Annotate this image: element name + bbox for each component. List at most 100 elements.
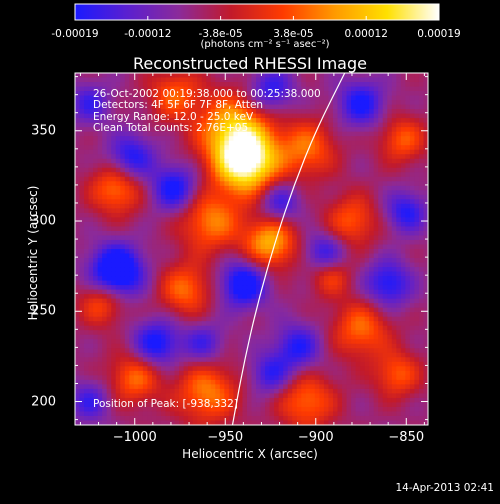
- heatmap-cell: [197, 272, 202, 277]
- heatmap-cell: [301, 132, 306, 137]
- heatmap-cell: [89, 326, 94, 331]
- heatmap-cell: [365, 96, 370, 101]
- heatmap-cell: [170, 339, 175, 344]
- heatmap-cell: [392, 96, 397, 101]
- heatmap-cell: [256, 249, 261, 254]
- heatmap-cell: [143, 303, 148, 308]
- heatmap-cell: [410, 281, 415, 286]
- heatmap-cell: [324, 285, 329, 290]
- heatmap-cell: [356, 299, 361, 304]
- heatmap-cell: [233, 344, 238, 349]
- heatmap-cell: [138, 294, 143, 299]
- heatmap-cell: [125, 141, 130, 146]
- heatmap-cell: [360, 335, 365, 340]
- heatmap-cell: [342, 145, 347, 150]
- heatmap-cell: [252, 154, 257, 159]
- heatmap-cell: [414, 353, 419, 358]
- heatmap-cell: [360, 105, 365, 110]
- heatmap-cell: [410, 181, 415, 186]
- heatmap-cell: [134, 168, 139, 173]
- heatmap-cell: [319, 163, 324, 168]
- heatmap-cell: [161, 303, 166, 308]
- heatmap-cell: [143, 226, 148, 231]
- heatmap-cell: [179, 244, 184, 249]
- heatmap-cell: [175, 190, 180, 195]
- heatmap-cell: [120, 299, 125, 304]
- heatmap-cell: [188, 276, 193, 281]
- heatmap-cell: [242, 258, 247, 263]
- heatmap-cell: [129, 321, 134, 326]
- heatmap-cell: [84, 222, 89, 227]
- heatmap-cell: [256, 263, 261, 268]
- heatmap-cell: [107, 281, 112, 286]
- heatmap-cell: [315, 177, 320, 182]
- heatmap-cell: [378, 263, 383, 268]
- heatmap-cell: [365, 321, 370, 326]
- heatmap-cell: [147, 357, 152, 362]
- heatmap-cell: [125, 78, 130, 83]
- heatmap-cell: [138, 217, 143, 222]
- heatmap-cell: [387, 177, 392, 182]
- heatmap-cell: [383, 109, 388, 114]
- heatmap-cell: [351, 254, 356, 259]
- heatmap-cell: [292, 339, 297, 344]
- heatmap-cell: [179, 168, 184, 173]
- heatmap-cell: [170, 172, 175, 177]
- heatmap-cell: [156, 254, 161, 259]
- heatmap-cell: [138, 159, 143, 164]
- heatmap-cell: [270, 123, 275, 128]
- heatmap-cell: [138, 154, 143, 159]
- heatmap-cell: [129, 267, 134, 272]
- heatmap-cell: [369, 199, 374, 204]
- heatmap-cell: [337, 118, 342, 123]
- heatmap-cell: [297, 132, 302, 137]
- heatmap-cell: [143, 276, 148, 281]
- heatmap-cell: [419, 127, 424, 132]
- heatmap-cell: [347, 254, 352, 259]
- heatmap-cell: [75, 132, 80, 137]
- heatmap-cell: [120, 335, 125, 340]
- heatmap-cell: [414, 317, 419, 322]
- heatmap-cell: [125, 82, 130, 87]
- heatmap-cell: [256, 317, 261, 322]
- heatmap-cell: [324, 254, 329, 259]
- heatmap-cell: [93, 145, 98, 150]
- heatmap-cell: [152, 222, 157, 227]
- heatmap-cell: [383, 177, 388, 182]
- heatmap-cell: [310, 263, 315, 268]
- heatmap-cell: [233, 172, 238, 177]
- heatmap-cell: [297, 339, 302, 344]
- heatmap-cell: [392, 344, 397, 349]
- heatmap-cell: [242, 181, 247, 186]
- heatmap-cell: [147, 263, 152, 268]
- heatmap-cell: [89, 303, 94, 308]
- heatmap-cell: [265, 159, 270, 164]
- heatmap-cell: [161, 222, 166, 227]
- heatmap-cell: [283, 235, 288, 240]
- heatmap-cell: [414, 258, 419, 263]
- heatmap-cell: [297, 231, 302, 236]
- heatmap-cell: [152, 290, 157, 295]
- heatmap-cell: [283, 258, 288, 263]
- heatmap-cell: [256, 136, 261, 141]
- heatmap-cell: [89, 199, 94, 204]
- heatmap-cell: [414, 226, 419, 231]
- heatmap-cell: [347, 272, 352, 277]
- heatmap-cell: [125, 163, 130, 168]
- heatmap-cell: [365, 127, 370, 132]
- heatmap-cell: [283, 145, 288, 150]
- heatmap-cell: [80, 91, 85, 96]
- heatmap-cell: [405, 127, 410, 132]
- heatmap-cell: [414, 217, 419, 222]
- heatmap-cell: [202, 172, 207, 177]
- heatmap-cell: [84, 213, 89, 218]
- heatmap-cell: [337, 254, 342, 259]
- heatmap-cell: [387, 127, 392, 132]
- heatmap-cell: [301, 244, 306, 249]
- heatmap-cell: [265, 217, 270, 222]
- heatmap-cell: [374, 118, 379, 123]
- heatmap-cell: [342, 172, 347, 177]
- heatmap-cell: [360, 91, 365, 96]
- heatmap-cell: [365, 199, 370, 204]
